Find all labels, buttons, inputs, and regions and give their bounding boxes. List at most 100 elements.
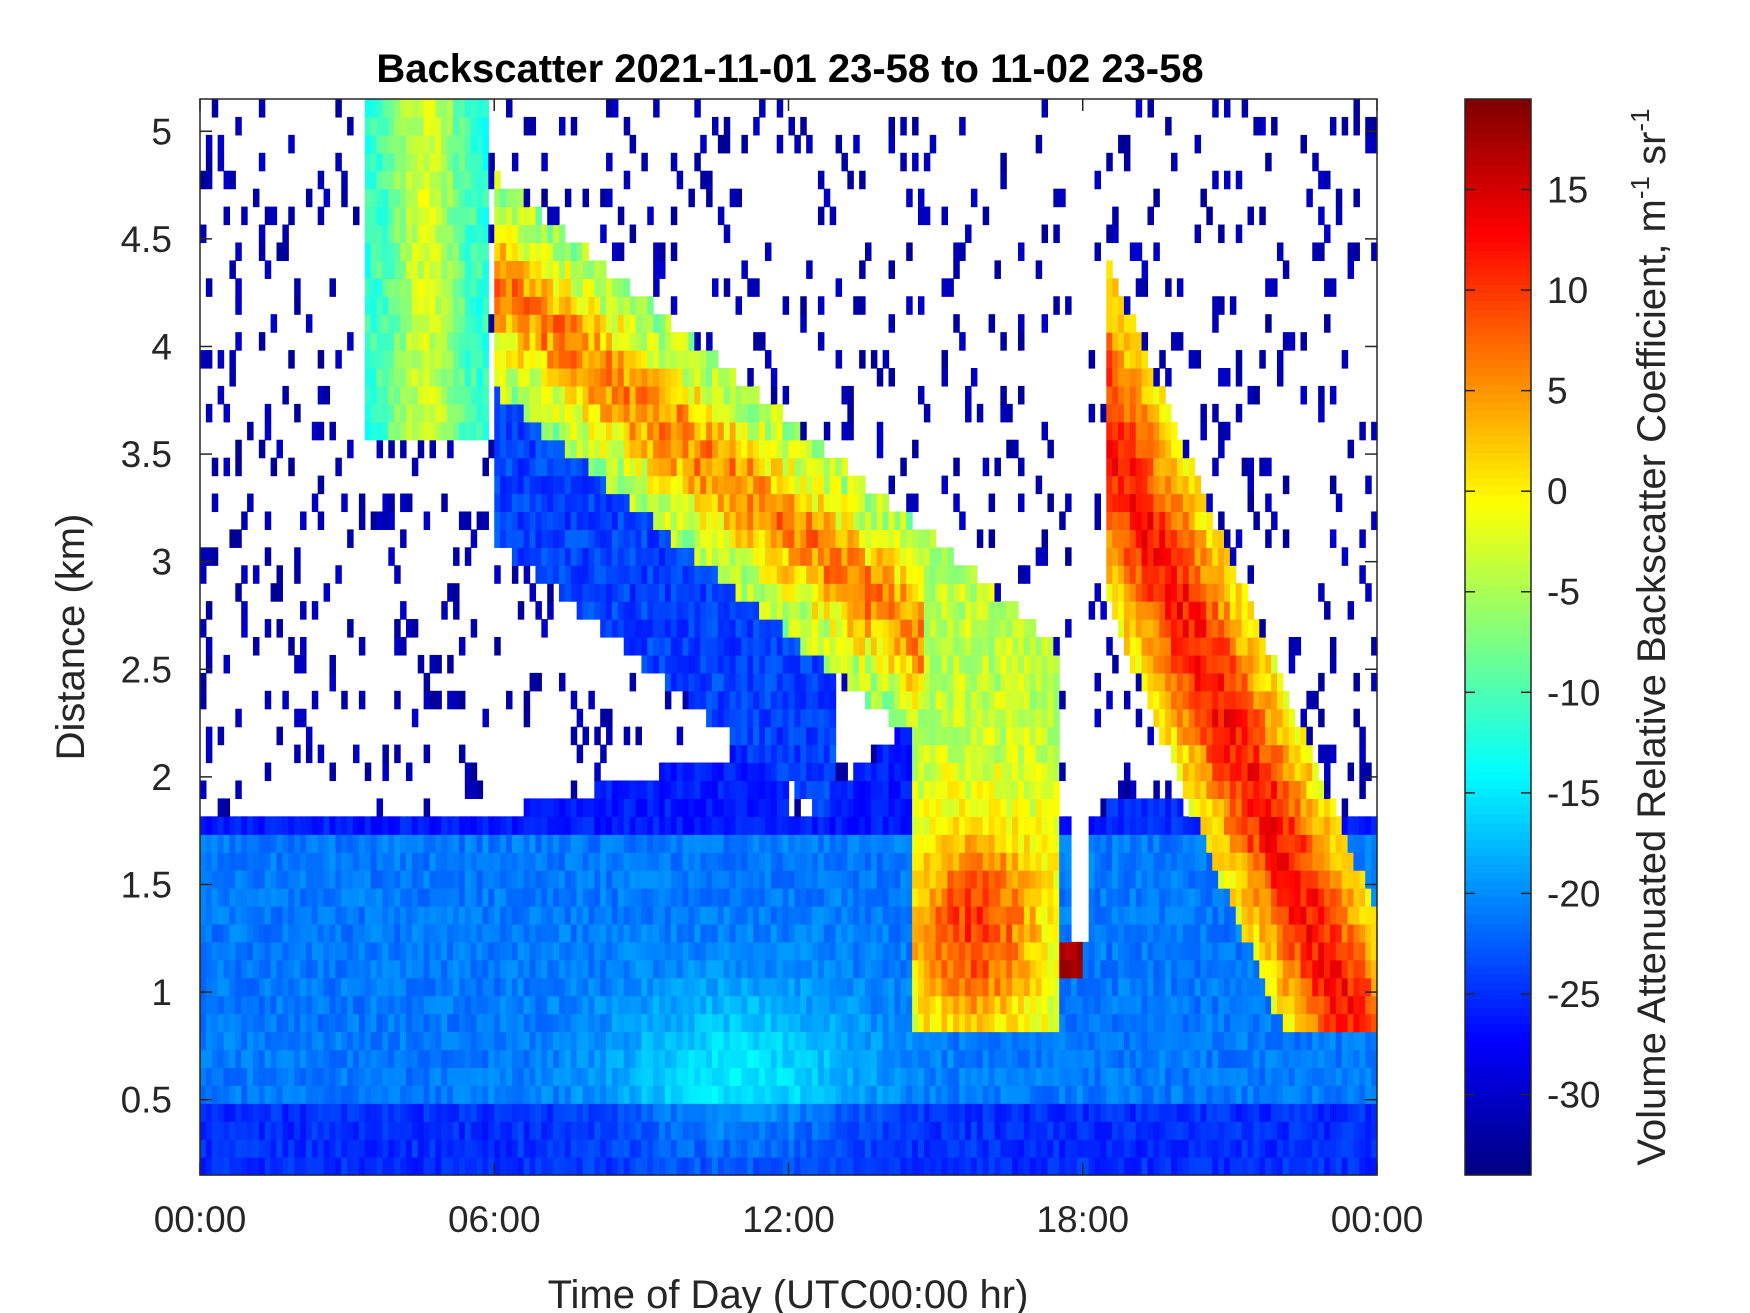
heatmap-cell — [376, 224, 384, 244]
heatmap-cell — [588, 601, 595, 620]
heatmap-cell — [288, 906, 295, 925]
heatmap-cell — [382, 852, 389, 871]
heatmap-cell — [688, 1049, 695, 1068]
heatmap-cell — [641, 152, 648, 172]
heatmap-cell — [411, 296, 419, 315]
heatmap-cell — [370, 99, 378, 118]
heatmap-cell — [370, 1121, 378, 1140]
heatmap-cell — [488, 1085, 495, 1104]
heatmap-cell — [252, 816, 260, 835]
heatmap-cell — [229, 888, 236, 907]
heatmap-cell — [564, 977, 572, 997]
heatmap-cell — [529, 403, 537, 423]
heatmap-cell — [782, 619, 790, 638]
heatmap-cell — [364, 959, 372, 979]
heatmap-cell — [564, 1013, 572, 1033]
heatmap-cell — [441, 242, 448, 261]
heatmap-cell — [870, 601, 878, 620]
heatmap-cell — [647, 816, 654, 835]
heatmap-cell — [482, 421, 489, 441]
heatmap-cell — [205, 1103, 213, 1122]
heatmap-cell — [800, 547, 807, 566]
heatmap-cell — [888, 583, 896, 602]
heatmap-cell — [659, 457, 666, 477]
heatmap-cell — [294, 1013, 301, 1033]
heatmap-cell — [435, 314, 442, 333]
heatmap-cell — [423, 995, 431, 1015]
heatmap-cell — [735, 654, 743, 674]
heatmap-cell — [712, 1067, 719, 1086]
heatmap-cell — [364, 1085, 372, 1104]
heatmap-cell — [876, 601, 884, 620]
heatmap-cell — [376, 385, 384, 405]
heatmap-cell — [623, 637, 631, 656]
heatmap-cell — [400, 637, 407, 656]
heatmap-cell — [235, 529, 242, 548]
heatmap-cell — [270, 1049, 278, 1068]
heatmap-cell — [647, 941, 654, 961]
heatmap-cell — [553, 242, 560, 261]
heatmap-cell — [517, 1139, 525, 1158]
heatmap-cell — [417, 206, 425, 226]
heatmap-cell — [688, 619, 695, 638]
heatmap-cell — [235, 296, 242, 315]
heatmap-cell — [635, 296, 642, 315]
heatmap-cell — [241, 1031, 248, 1051]
heatmap-cell — [812, 1121, 819, 1140]
heatmap-cell — [770, 1139, 778, 1158]
heatmap-cell — [817, 1121, 825, 1140]
heatmap-cell — [653, 565, 660, 584]
heatmap-cell — [247, 923, 254, 943]
heatmap-cell — [888, 906, 896, 925]
heatmap-cell — [411, 1049, 419, 1068]
heatmap-cell — [488, 1157, 495, 1176]
heatmap-cell — [741, 726, 748, 746]
heatmap-cell — [394, 368, 401, 387]
heatmap-cell — [441, 977, 448, 997]
heatmap-cell — [682, 601, 690, 620]
heatmap-cell — [723, 529, 731, 548]
heatmap-cell — [735, 852, 743, 871]
heatmap-cell — [458, 403, 466, 423]
heatmap-cell — [688, 762, 695, 782]
heatmap-cell — [659, 995, 666, 1015]
heatmap-cell — [788, 870, 795, 889]
heatmap-cell — [447, 260, 454, 279]
heatmap-cell — [912, 816, 919, 835]
heatmap-cell — [717, 134, 725, 154]
heatmap-cell — [853, 296, 860, 315]
heatmap-cell — [476, 852, 484, 871]
heatmap-cell — [882, 780, 890, 799]
heatmap-cell — [812, 870, 819, 889]
heatmap-cell — [435, 995, 442, 1015]
heatmap-cell — [900, 959, 907, 979]
heatmap-cell — [553, 1157, 560, 1176]
heatmap-cell — [659, 1085, 666, 1104]
heatmap-cell — [670, 547, 678, 566]
heatmap-cell — [288, 1049, 295, 1068]
heatmap-cell — [623, 977, 631, 997]
heatmap-cell — [205, 278, 213, 297]
heatmap-cell — [782, 906, 790, 925]
heatmap-cell — [606, 332, 613, 351]
heatmap-cell — [576, 529, 584, 548]
heatmap-cell — [506, 1031, 513, 1051]
heatmap-cell — [511, 224, 519, 244]
heatmap-cell — [553, 529, 560, 548]
heatmap-cell — [517, 888, 525, 907]
heatmap-cell — [906, 619, 913, 638]
heatmap-cell — [370, 368, 378, 387]
heatmap-cell — [800, 475, 807, 495]
heatmap-cell — [694, 332, 701, 351]
heatmap-cell — [676, 941, 684, 961]
heatmap-cell — [247, 888, 254, 907]
heatmap-cell — [205, 870, 213, 889]
heatmap-cell — [576, 888, 584, 907]
heatmap-cell — [782, 421, 790, 441]
heatmap-cell — [305, 726, 313, 746]
heatmap-cell — [664, 959, 672, 979]
heatmap-cell — [764, 619, 772, 638]
heatmap-cell — [741, 834, 748, 853]
heatmap-cell — [823, 1103, 831, 1122]
heatmap-cell — [623, 421, 631, 441]
